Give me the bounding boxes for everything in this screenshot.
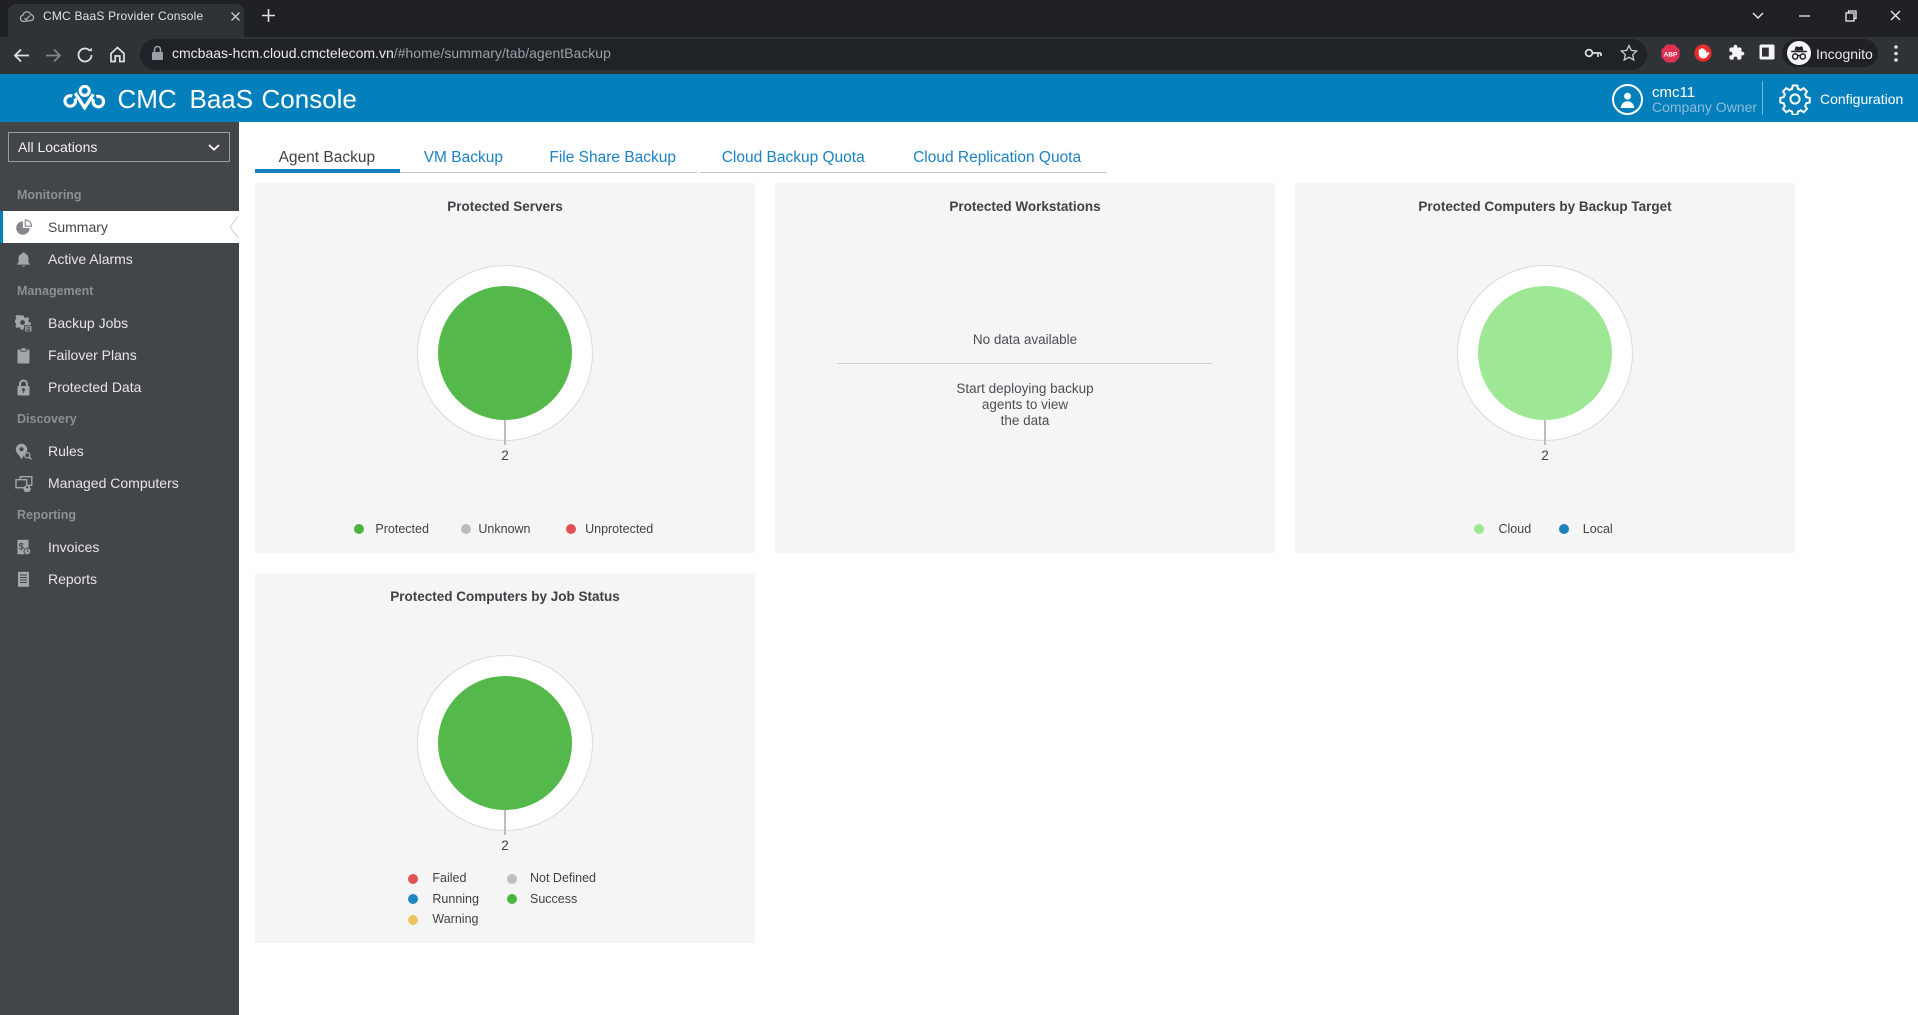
- svg-text:$: $: [19, 542, 24, 552]
- svg-text:ABP: ABP: [1664, 51, 1678, 58]
